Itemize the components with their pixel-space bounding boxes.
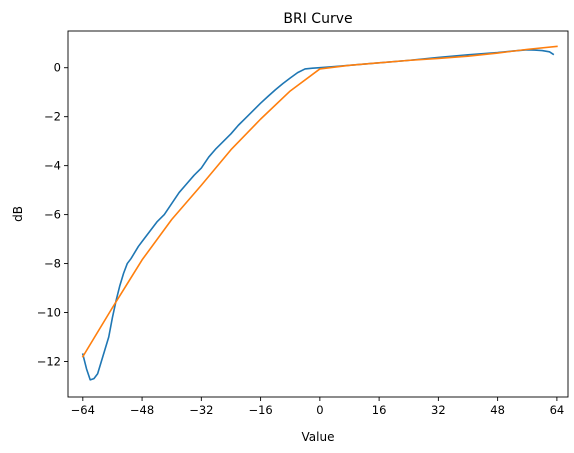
y-tick-label: 0: [54, 61, 61, 75]
y-tick-label: −10: [37, 306, 61, 320]
series-layer: [81, 45, 558, 381]
x-axis-label: Value: [302, 430, 335, 444]
x-tick-label: 16: [372, 403, 387, 417]
chart-title: BRI Curve: [283, 11, 352, 27]
x-tick-label: 64: [550, 403, 565, 417]
x-tick-label: 48: [490, 403, 505, 417]
y-tick-label: −4: [44, 159, 61, 173]
x-tick-label: −16: [248, 403, 272, 417]
x-tick-label: −64: [71, 403, 95, 417]
y-tick-label: −12: [37, 355, 61, 369]
y-tick-label: −8: [44, 257, 61, 271]
plot-frame: [67, 30, 569, 398]
y-tick-label: −2: [44, 110, 61, 124]
x-axis: −64 −48 −32 −16 0 16 32 48 64: [71, 397, 565, 417]
y-tick-label: −6: [44, 208, 61, 222]
y-axis: −12 −10 −8 −6 −4 −2 0: [37, 61, 68, 369]
x-tick-label: 32: [431, 403, 446, 417]
x-tick-label: −32: [189, 403, 213, 417]
y-axis-label: dB: [11, 206, 25, 222]
x-tick-label: 0: [316, 403, 323, 417]
x-tick-label: −48: [130, 403, 154, 417]
series-line-2: [81, 45, 558, 358]
